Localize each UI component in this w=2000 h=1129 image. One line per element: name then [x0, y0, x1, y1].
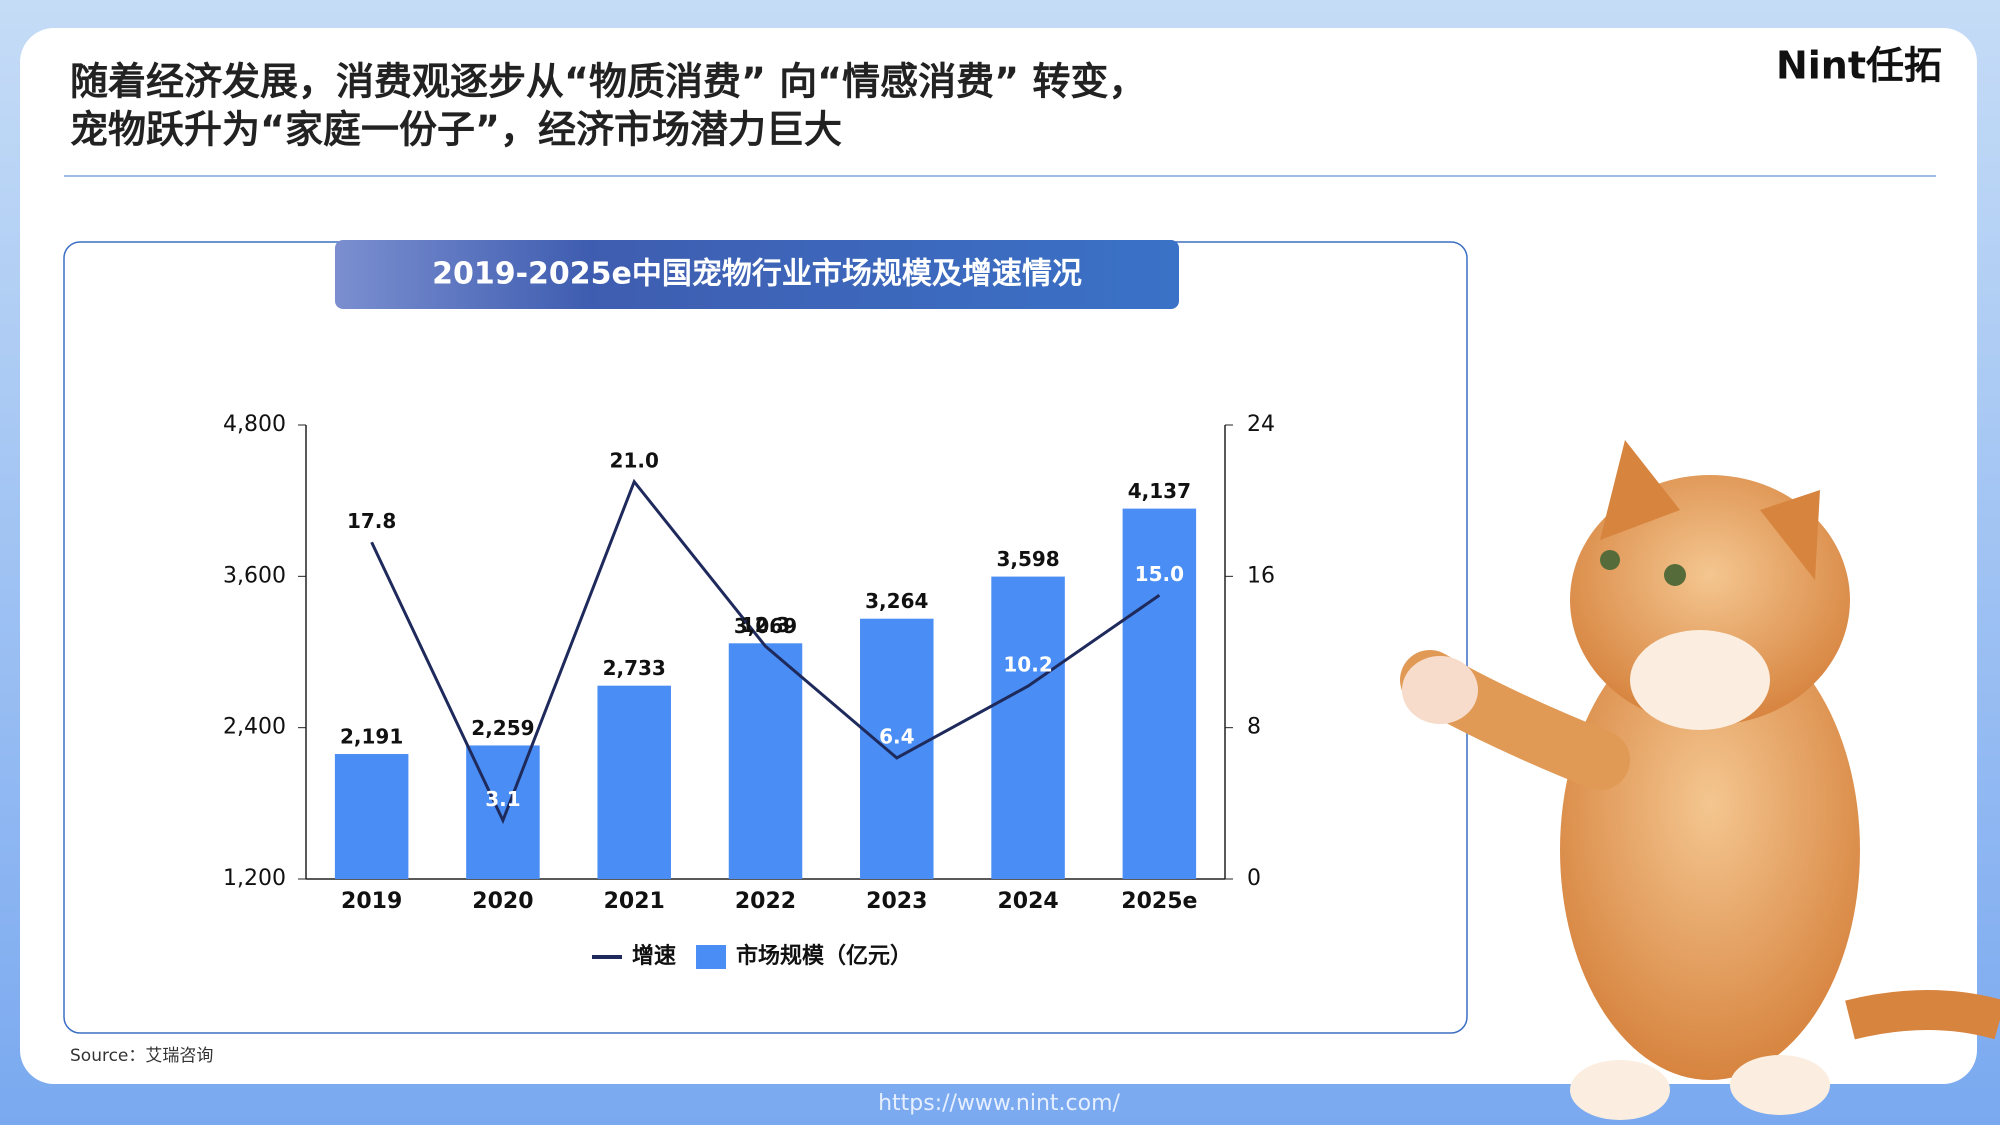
chart-title: 2019-2025e中国宠物行业市场规模及增速情况	[432, 257, 1082, 292]
bar	[1122, 508, 1197, 879]
y2-tick-label: 16	[1247, 563, 1275, 588]
y2-tick-label: 24	[1247, 412, 1275, 437]
y-tick-label: 4,800	[223, 412, 286, 437]
x-tick-label: 2019	[341, 889, 402, 914]
bar-value-label: 2,259	[471, 716, 534, 740]
y-tick-label: 2,400	[223, 715, 286, 740]
chart-title-banner	[335, 240, 1179, 309]
logo: Nint任拓	[1776, 44, 1942, 88]
headline: 随着经济发展，消费观逐步从“物质消费” 向“情感消费” 转变，	[70, 60, 1146, 104]
bar	[597, 685, 671, 879]
bar-value-label: 2,191	[340, 725, 403, 749]
line-value-label: 3.1	[485, 787, 520, 811]
url: https://www.nint.com/	[878, 1091, 1120, 1116]
line-value-label: 6.4	[879, 724, 914, 748]
cat	[1400, 440, 2000, 1120]
y-tick-label: 1,200	[223, 866, 286, 891]
bar-value-label: 3,264	[865, 589, 928, 613]
line-value-label: 12.3	[741, 613, 790, 637]
line-value-label: 10.2	[1003, 653, 1052, 677]
x-tick-label: 2024	[997, 889, 1058, 914]
x-tick-label: 2022	[735, 889, 796, 914]
bar	[334, 754, 409, 879]
bar	[991, 576, 1065, 879]
x-tick-label: 2025e	[1121, 889, 1197, 914]
headline: 宠物跃升为“家庭一份子”，经济市场潜力巨大	[70, 108, 842, 152]
bar-value-label: 2,733	[603, 656, 666, 680]
source: Source：艾瑞咨询	[70, 1046, 213, 1066]
line-value-label: 17.8	[347, 509, 396, 533]
bar-value-label: 3,598	[996, 547, 1059, 571]
bar	[860, 618, 934, 879]
y2-tick-label: 0	[1247, 866, 1261, 891]
legend-label: 市场规模（亿元）	[736, 943, 912, 969]
y2-tick-label: 8	[1247, 715, 1261, 740]
x-tick-label: 2021	[604, 889, 665, 914]
growth-line	[370, 478, 1161, 825]
x-tick-label: 2023	[866, 889, 927, 914]
y-tick-label: 3,600	[223, 563, 286, 588]
line-value-label: 15.0	[1135, 562, 1184, 586]
bar-value-label: 4,137	[1128, 479, 1191, 503]
legend-label: 增速	[632, 943, 676, 969]
x-tick-label: 2020	[472, 889, 533, 914]
legend-swatch	[696, 945, 727, 969]
bar	[728, 643, 803, 879]
line-value-label: 21.0	[610, 448, 659, 472]
